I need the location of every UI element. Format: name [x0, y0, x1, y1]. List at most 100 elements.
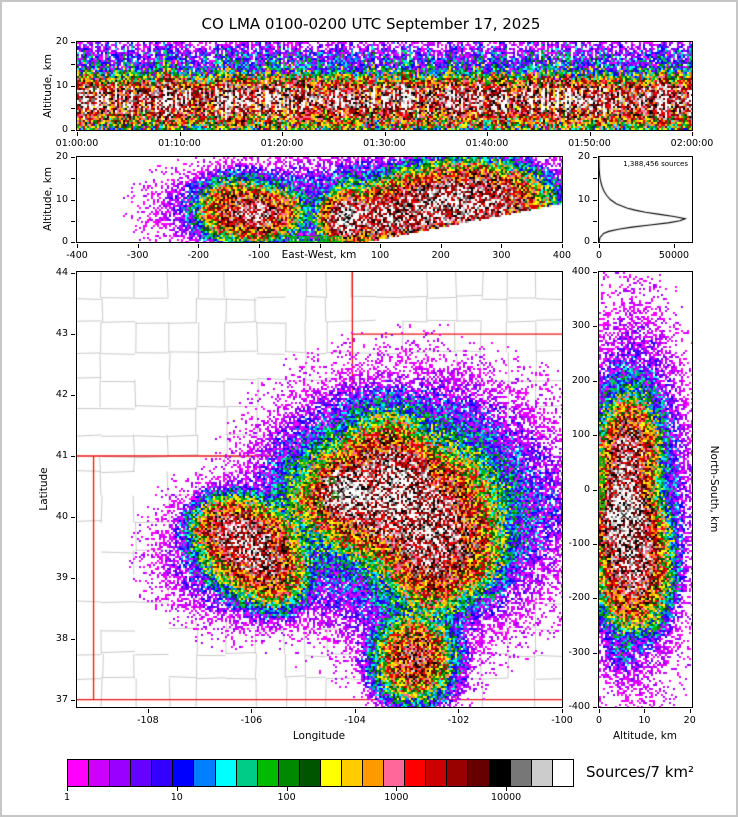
- colorbar-segment: [278, 760, 300, 786]
- colorbar-segment: [173, 760, 195, 786]
- east-west-cross-section-panel: [76, 156, 563, 243]
- tick-mark: [71, 273, 75, 275]
- map-ylabel: Latitude: [38, 467, 50, 511]
- colorbar-segment: [363, 760, 385, 786]
- tick-mark: [179, 132, 181, 136]
- colorbar-segment: [510, 760, 532, 786]
- tick-label-x: 400: [552, 250, 572, 261]
- tick-label-x: -400: [66, 250, 88, 261]
- colorbar-segment: [531, 760, 553, 786]
- colorbar-segment: [236, 760, 258, 786]
- tick-mark: [593, 489, 597, 491]
- altitude-histogram-panel: [598, 156, 693, 243]
- time-panel-ylabel: Altitude, km: [42, 53, 54, 119]
- tick-label-y: 41: [55, 449, 68, 461]
- tick-label-x: -200: [187, 250, 210, 261]
- tick-label-x: 01:50:00: [568, 138, 611, 149]
- tick-mark: [71, 699, 75, 701]
- tick-label-y: 0: [61, 236, 68, 247]
- tick-label-x: -104: [344, 715, 366, 726]
- colorbar-tick-mark: [286, 787, 288, 791]
- tick-mark: [71, 199, 75, 201]
- tick-label-x: 0: [595, 250, 603, 261]
- tick-label-x: 0: [595, 715, 603, 726]
- tick-mark: [593, 220, 597, 222]
- tick-mark: [501, 244, 503, 248]
- tick-label-x: 10: [638, 715, 651, 726]
- tick-mark: [71, 157, 75, 158]
- ns-panel-xlabel: Altitude, km: [612, 730, 678, 742]
- tick-mark: [593, 178, 597, 180]
- tick-mark: [384, 132, 386, 136]
- tick-label-y: 42: [55, 389, 68, 401]
- tick-mark: [689, 709, 691, 713]
- north-south-cross-section-panel: [598, 271, 693, 708]
- tick-label-y: -400: [568, 701, 590, 712]
- tick-label-x: 01:40:00: [465, 138, 509, 149]
- tick-label-x: 01:30:00: [363, 138, 406, 149]
- tick-mark: [319, 244, 321, 248]
- colorbar-tick-label: 1000: [384, 792, 409, 803]
- tick-label-y: 44: [55, 267, 68, 279]
- tick-mark: [593, 543, 597, 545]
- colorbar-tick-label: 100: [277, 792, 296, 803]
- tick-mark: [71, 86, 75, 87]
- colorbar-segment: [342, 760, 364, 786]
- tick-label-x: -100: [551, 715, 573, 726]
- tick-label-x: -106: [240, 715, 263, 726]
- tick-mark: [593, 242, 597, 243]
- ew-panel-ylabel: Altitude, km: [42, 166, 54, 232]
- colorbar-segment: [131, 760, 153, 786]
- colorbar-segment: [426, 760, 448, 786]
- tick-label-y: 38: [55, 632, 68, 644]
- tick-mark: [71, 455, 75, 457]
- tick-label-x: 20: [683, 715, 696, 726]
- tick-mark: [440, 244, 442, 248]
- tick-label-y: 10: [55, 193, 68, 205]
- tick-label-y: 40: [55, 510, 68, 522]
- colorbar-segment: [299, 760, 321, 786]
- colorbar-segment: [89, 760, 111, 786]
- tick-mark: [137, 244, 139, 248]
- tick-label-y: 300: [571, 320, 590, 332]
- tick-mark: [71, 108, 75, 109]
- colorbar-tick-mark: [176, 787, 178, 791]
- colorbar-segment: [384, 760, 406, 786]
- colorbar-segment: [110, 760, 132, 786]
- tick-mark: [593, 157, 597, 158]
- tick-label-y: -300: [568, 646, 590, 658]
- tick-label-y: 20: [577, 151, 590, 162]
- tick-label-y: -200: [568, 592, 590, 604]
- tick-mark: [593, 199, 597, 201]
- tick-label-x: 50000: [658, 250, 690, 261]
- tick-label-y: 43: [55, 328, 68, 340]
- tick-mark: [644, 709, 646, 713]
- colorbar-segment: [552, 760, 573, 786]
- tick-label-y: 10: [55, 80, 68, 91]
- tick-label-x: 300: [492, 250, 511, 261]
- tick-mark: [71, 220, 75, 222]
- tick-mark: [71, 395, 75, 397]
- tick-mark: [562, 709, 563, 713]
- tick-label-y: 400: [571, 266, 590, 277]
- colorbar-tick-label: 1: [63, 792, 71, 803]
- colorbar-tick-mark: [396, 787, 398, 791]
- plan-view-map-panel: [76, 271, 563, 708]
- tick-label-y: 20: [55, 151, 68, 162]
- tick-mark: [71, 42, 75, 43]
- colorbar-title: Sources/7 km²: [586, 763, 695, 781]
- colorbar: [67, 759, 574, 787]
- source-count-annotation: 1,388,456 sources: [623, 160, 688, 168]
- tick-mark: [147, 709, 149, 713]
- colorbar-segment: [194, 760, 216, 786]
- tick-mark: [593, 707, 597, 708]
- tick-mark: [77, 244, 78, 248]
- tick-label-x: 01:20:00: [260, 138, 304, 149]
- tick-mark: [458, 709, 460, 713]
- tick-label-y: 20: [55, 36, 68, 47]
- tick-mark: [593, 326, 597, 328]
- tick-mark: [71, 638, 75, 640]
- map-xlabel: Longitude: [292, 730, 346, 742]
- tick-label-x: 200: [431, 250, 450, 261]
